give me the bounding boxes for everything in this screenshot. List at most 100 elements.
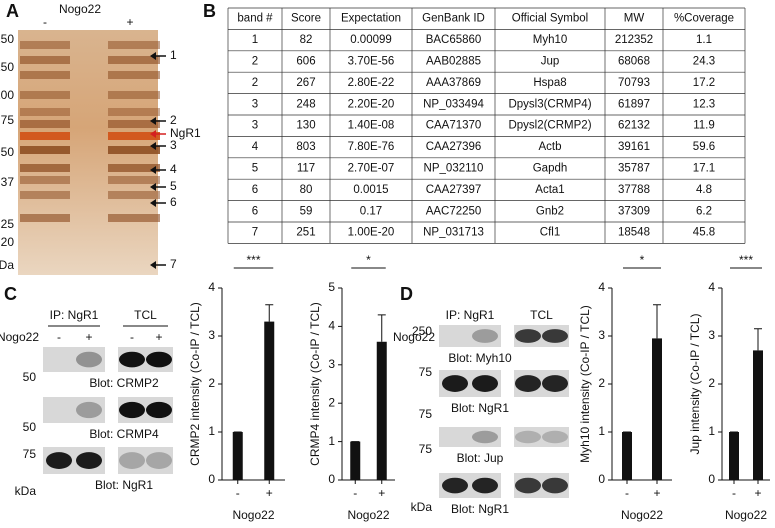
x-tick-label: + xyxy=(266,486,273,500)
table-cell: 267 xyxy=(296,77,315,89)
tcl-label: TCL xyxy=(134,308,157,322)
x-tick-label: - xyxy=(353,486,357,500)
table-cell: 2 xyxy=(252,56,258,68)
table-cell: Dpysl2(CRMP2) xyxy=(508,120,591,132)
table-cell: NP_033494 xyxy=(423,98,484,110)
marker-label: 250 xyxy=(0,32,14,46)
table-cell: CAA27396 xyxy=(426,141,482,153)
y-tick-label: 1 xyxy=(708,424,715,438)
table-cell: 6 xyxy=(252,184,258,196)
table-cell: 61897 xyxy=(618,98,650,110)
marker-label: 50 xyxy=(1,145,15,159)
error-bar xyxy=(265,304,274,322)
y-tick-label: 1 xyxy=(208,424,215,438)
blot-band xyxy=(119,351,145,368)
significance: * xyxy=(366,253,371,267)
lane-label: - xyxy=(57,330,61,344)
marker-label: 100 xyxy=(0,88,14,102)
table-cell: 3 xyxy=(252,98,258,110)
table-cell: 62132 xyxy=(618,120,650,132)
y-tick-label: 4 xyxy=(708,280,715,294)
table-cell: 2.70E-07 xyxy=(348,163,395,175)
table-cell: 1.40E-08 xyxy=(348,120,395,132)
table-cell: 37309 xyxy=(618,205,650,217)
table-cell: CAA27397 xyxy=(426,184,482,196)
table-header: Official Symbol xyxy=(512,13,588,25)
table-cell: 35787 xyxy=(618,163,650,175)
x-tick-label: + xyxy=(754,486,761,500)
table-cell: 130 xyxy=(296,120,315,132)
y-tick-label: 3 xyxy=(328,357,335,371)
table-cell: 0.00099 xyxy=(350,34,392,46)
table-header: Expectation xyxy=(341,13,401,25)
y-tick-label: 0 xyxy=(328,472,335,486)
blot-band xyxy=(472,477,498,494)
table-cell: 3 xyxy=(252,120,258,132)
blot-band xyxy=(472,375,498,392)
marker-label: 50 xyxy=(23,370,37,384)
table-cell: Gnb2 xyxy=(536,205,564,217)
blot-band xyxy=(76,452,102,469)
y-tick-label: 4 xyxy=(598,280,605,294)
band-label: 4 xyxy=(170,162,177,176)
table-cell: 7.80E-76 xyxy=(348,141,395,153)
table-header: %Coverage xyxy=(674,13,734,25)
arrow-head xyxy=(150,117,156,125)
marker-label: 37 xyxy=(1,175,15,189)
bar xyxy=(729,432,739,480)
gel-band xyxy=(20,214,70,222)
gel-band xyxy=(20,71,70,79)
lane-label: + xyxy=(155,330,162,344)
blot-label: Blot: NgR1 xyxy=(451,401,509,415)
blot-band xyxy=(515,477,541,494)
error-bar xyxy=(653,304,661,339)
y-axis-label: Myh10 intensity (Co-IP / TCL) xyxy=(578,305,592,463)
gel-band xyxy=(20,132,70,140)
arrow-head xyxy=(150,166,156,174)
table-cell: 24.3 xyxy=(693,56,715,68)
gel-band xyxy=(108,132,160,140)
gel-band xyxy=(108,120,160,128)
y-tick-label: 1 xyxy=(328,434,335,448)
y-axis-label: CRMP4 intensity (Co-IP / TCL) xyxy=(308,302,322,466)
blot-band xyxy=(472,430,498,444)
error-bar xyxy=(754,328,762,351)
bar xyxy=(652,338,662,480)
marker-label: kDa xyxy=(411,500,433,514)
marker-label: kDa xyxy=(15,484,37,498)
arrow-head xyxy=(150,130,156,138)
table-cell: 6.2 xyxy=(696,205,712,217)
gel-band xyxy=(108,146,160,154)
table-cell: 248 xyxy=(296,98,315,110)
marker-label: 150 xyxy=(0,60,14,74)
table-cell: Acta1 xyxy=(535,184,564,196)
table-cell: 12.3 xyxy=(693,98,715,110)
sample-label: Nogo22 xyxy=(59,2,101,16)
gel-band xyxy=(108,91,160,99)
table-cell: Jup xyxy=(541,56,560,68)
blot-band xyxy=(76,401,102,419)
blot-band xyxy=(442,477,468,494)
significance: *** xyxy=(246,253,260,267)
panel-label: C xyxy=(4,284,17,304)
gel-band xyxy=(20,41,70,49)
gel-band xyxy=(108,176,160,184)
table-cell: 803 xyxy=(296,141,315,153)
blot-band xyxy=(542,430,568,444)
table-header: MW xyxy=(624,13,645,25)
table-cell: 37788 xyxy=(618,184,650,196)
blot-label: Blot: CRMP2 xyxy=(89,376,159,390)
arrow-head xyxy=(150,199,156,207)
blot-band xyxy=(119,452,145,469)
y-axis-label: Jup intensity (Co-IP / TCL) xyxy=(688,314,702,455)
blot-label: Blot: CRMP4 xyxy=(89,427,159,441)
table-cell: 251 xyxy=(296,227,315,239)
table-cell: 1.1 xyxy=(696,34,712,46)
y-tick-label: 4 xyxy=(208,280,215,294)
ip-label: IP: NgR1 xyxy=(446,308,495,322)
x-tick-label: - xyxy=(236,486,240,500)
table-cell: NP_031713 xyxy=(423,227,484,239)
table-cell: 68068 xyxy=(618,56,650,68)
arrow-head xyxy=(150,52,156,60)
table-cell: 1.00E-20 xyxy=(348,227,395,239)
